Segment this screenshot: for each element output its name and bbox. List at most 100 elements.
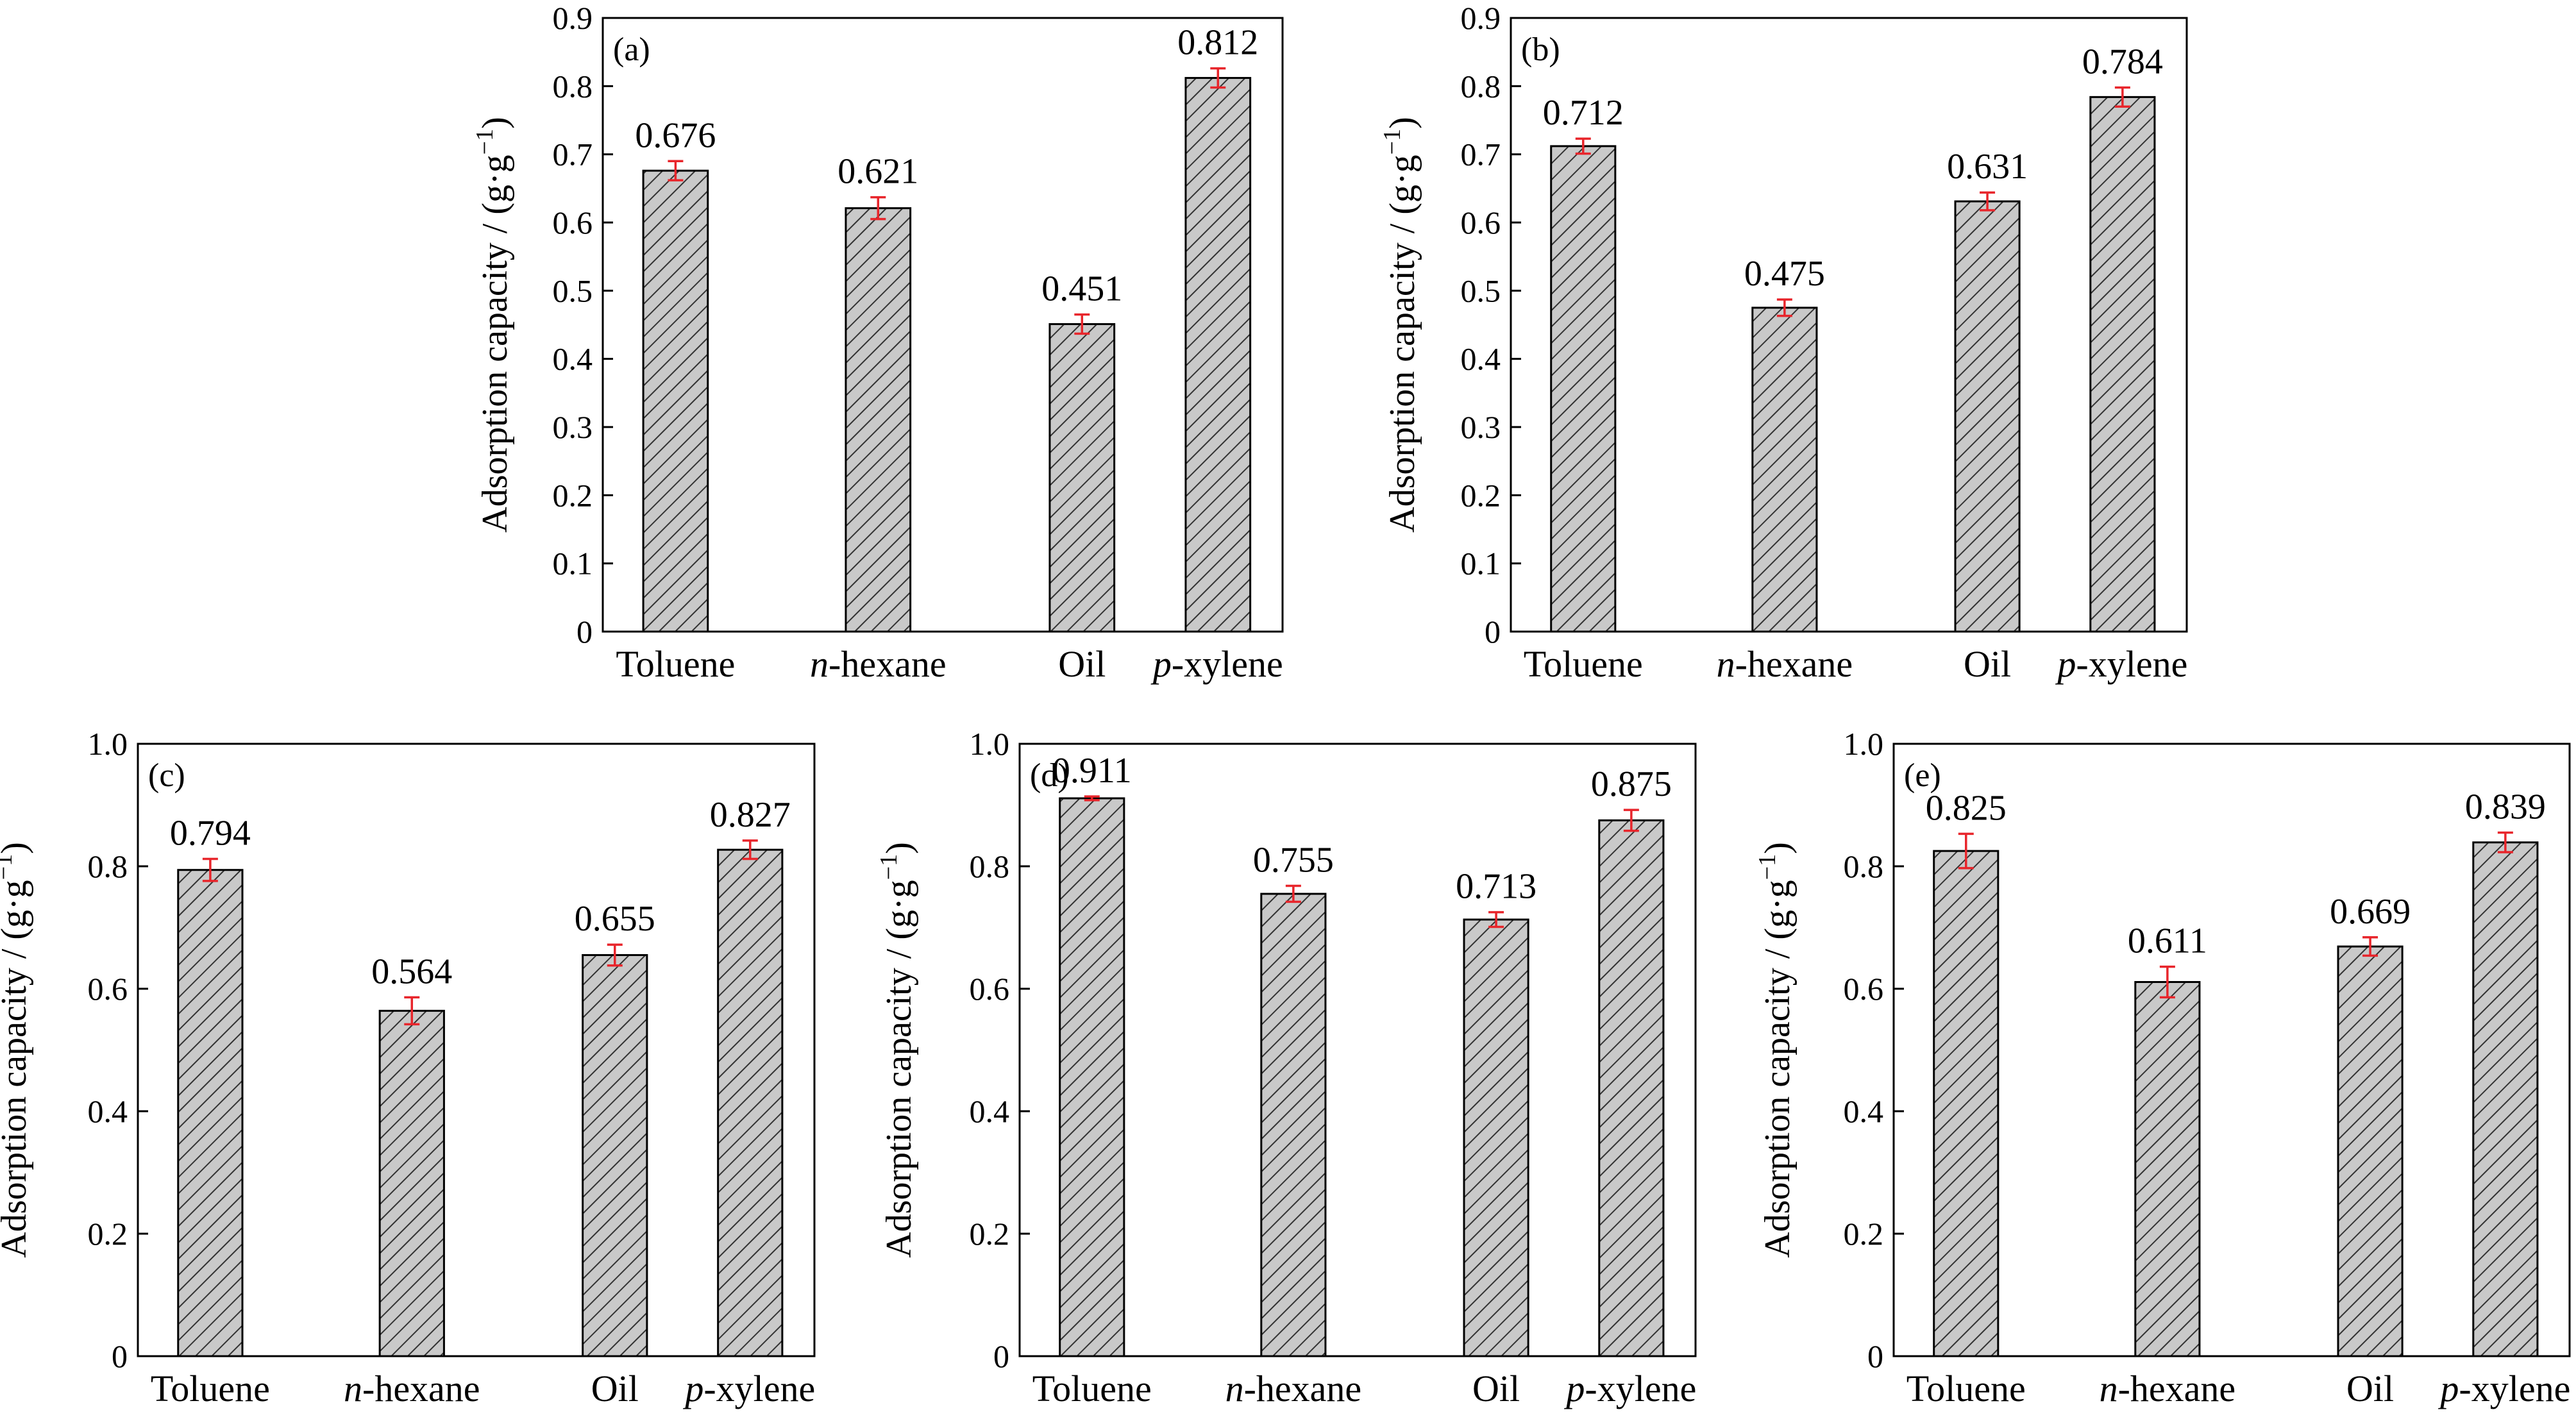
y-tick-label: 1.0 (1844, 726, 1884, 762)
error-bar (1980, 191, 1996, 212)
y-axis-title: Adsorption capacity / (g·g−1) (0, 842, 34, 1258)
x-category-label: p-xylene (682, 1368, 815, 1409)
y-tick-label: 0.1 (553, 546, 593, 582)
bar-2 (1954, 200, 2021, 633)
data-label: 0.755 (1253, 841, 1334, 880)
data-label: 0.611 (2128, 921, 2207, 961)
y-tick-label: 0.4 (1844, 1093, 1884, 1129)
y-tick-label: 0.6 (1844, 971, 1884, 1007)
x-category-label: Toluene (1907, 1368, 2026, 1409)
x-category-label: n-hexane (344, 1368, 480, 1409)
x-category-label: p-xylene (2055, 643, 2187, 685)
x-category-label: n-hexane (1717, 643, 1853, 685)
error-bar (202, 857, 218, 882)
chart-panel-e: 0 0.2 0.4 0.6 0.8 1.0 0.825 Toluene 0.611 n-hexan… (1754, 726, 2571, 1409)
chart-panel-d: 0 0.2 0.4 0.6 0.8 1.0 0.911 Toluene 0.755 n-hexan… (875, 726, 1697, 1409)
x-category-label: Oil (2346, 1368, 2394, 1409)
data-label: 0.825 (1926, 788, 2007, 828)
bar-2 (1463, 918, 1529, 1357)
error-bar (2362, 936, 2378, 957)
x-category-label: p-xylene (2437, 1368, 2570, 1409)
bar-1 (1260, 893, 1327, 1357)
chart-panel-c: 0 0.2 0.4 0.6 0.8 1.0 0.794 Toluene 0.564 n-hexan… (0, 726, 816, 1409)
data-label: 0.784 (2082, 42, 2163, 81)
error-bar (742, 839, 758, 861)
x-category-label: Toluene (1524, 643, 1643, 685)
y-tick-label: 0.7 (553, 137, 593, 172)
y-tick-label: 1.0 (88, 726, 128, 762)
y-tick-label: 0.5 (553, 273, 593, 308)
x-category-label: Oil (1058, 643, 1106, 685)
x-category-label: Oil (1472, 1368, 1520, 1409)
data-label: 0.827 (710, 795, 791, 835)
bar-0 (177, 869, 244, 1357)
error-bar (1488, 911, 1504, 928)
error-bar (607, 943, 623, 967)
x-category-label: n-hexane (2100, 1368, 2236, 1409)
y-tick-label: 0.6 (1461, 205, 1501, 240)
plot-frame (1510, 17, 2188, 633)
y-axis-title: Adsorption capacity / (g·g−1) (875, 842, 919, 1258)
panel-label: (d) (1030, 757, 1069, 794)
bar-2 (1048, 323, 1116, 633)
y-tick-label: 0.2 (1461, 477, 1501, 513)
plot-frame (137, 743, 816, 1357)
data-label: 0.621 (838, 152, 918, 192)
bar-0 (642, 169, 709, 633)
y-tick-label: 0 (112, 1338, 128, 1374)
x-category-label: p-xylene (1150, 643, 1283, 685)
y-axis-title: Adsorption capacity / (g·g−1) (1754, 842, 1797, 1258)
data-label: 0.655 (575, 899, 655, 939)
y-tick-label: 0.8 (1844, 848, 1884, 884)
bar-3 (2472, 841, 2539, 1357)
y-tick-label: 0.9 (1461, 0, 1501, 36)
y-tick-label: 0.6 (553, 205, 593, 240)
bar-0 (1059, 797, 1125, 1357)
error-bar (1074, 313, 1090, 335)
y-tick-label: 0 (577, 614, 593, 650)
bar-2 (582, 953, 648, 1357)
data-label: 0.451 (1041, 269, 1122, 309)
error-bar (2497, 831, 2513, 853)
bar-3 (2089, 96, 2156, 633)
error-bar (1776, 298, 1792, 317)
bar-2 (2337, 945, 2403, 1357)
x-category-label: Toluene (1032, 1368, 1152, 1409)
y-tick-label: 0.8 (553, 68, 593, 104)
error-bar (1210, 67, 1226, 89)
data-label: 0.911 (1052, 751, 1132, 791)
bar-1 (2134, 980, 2201, 1357)
data-label: 0.712 (1543, 93, 1624, 133)
x-category-label: n-hexane (1225, 1368, 1362, 1409)
y-tick-label: 0 (1867, 1338, 1883, 1374)
data-label: 0.676 (635, 115, 716, 155)
y-tick-label: 0 (1485, 614, 1501, 650)
y-tick-label: 0.7 (1461, 137, 1501, 172)
y-tick-label: 1.0 (970, 726, 1010, 762)
y-tick-label: 0.2 (970, 1216, 1010, 1252)
bar-3 (1184, 77, 1252, 633)
bar-3 (717, 848, 784, 1357)
plot-frame (1018, 743, 1697, 1357)
bar-1 (1751, 306, 1818, 633)
y-tick-label: 0.4 (553, 341, 593, 377)
x-category-label: Toluene (616, 643, 735, 685)
y-tick-label: 0.4 (1461, 341, 1501, 377)
error-bar (2159, 965, 2175, 999)
bar-0 (1933, 850, 1999, 1357)
y-tick-label: 0.3 (1461, 409, 1501, 445)
bar-3 (1598, 819, 1665, 1357)
x-category-label: p-xylene (1563, 1368, 1696, 1409)
bar-1 (845, 207, 912, 633)
error-bar (2114, 86, 2130, 108)
error-bar (1575, 137, 1591, 155)
y-axis-title: Adsorption capacity / (g·g−1) (471, 117, 515, 533)
data-label: 0.875 (1591, 764, 1672, 804)
x-category-label: n-hexane (810, 643, 947, 685)
data-label: 0.839 (2465, 787, 2546, 827)
y-tick-label: 0.8 (1461, 68, 1501, 104)
panel-label: (e) (1904, 757, 1941, 794)
error-bar (668, 160, 684, 181)
x-category-label: Oil (591, 1368, 639, 1409)
